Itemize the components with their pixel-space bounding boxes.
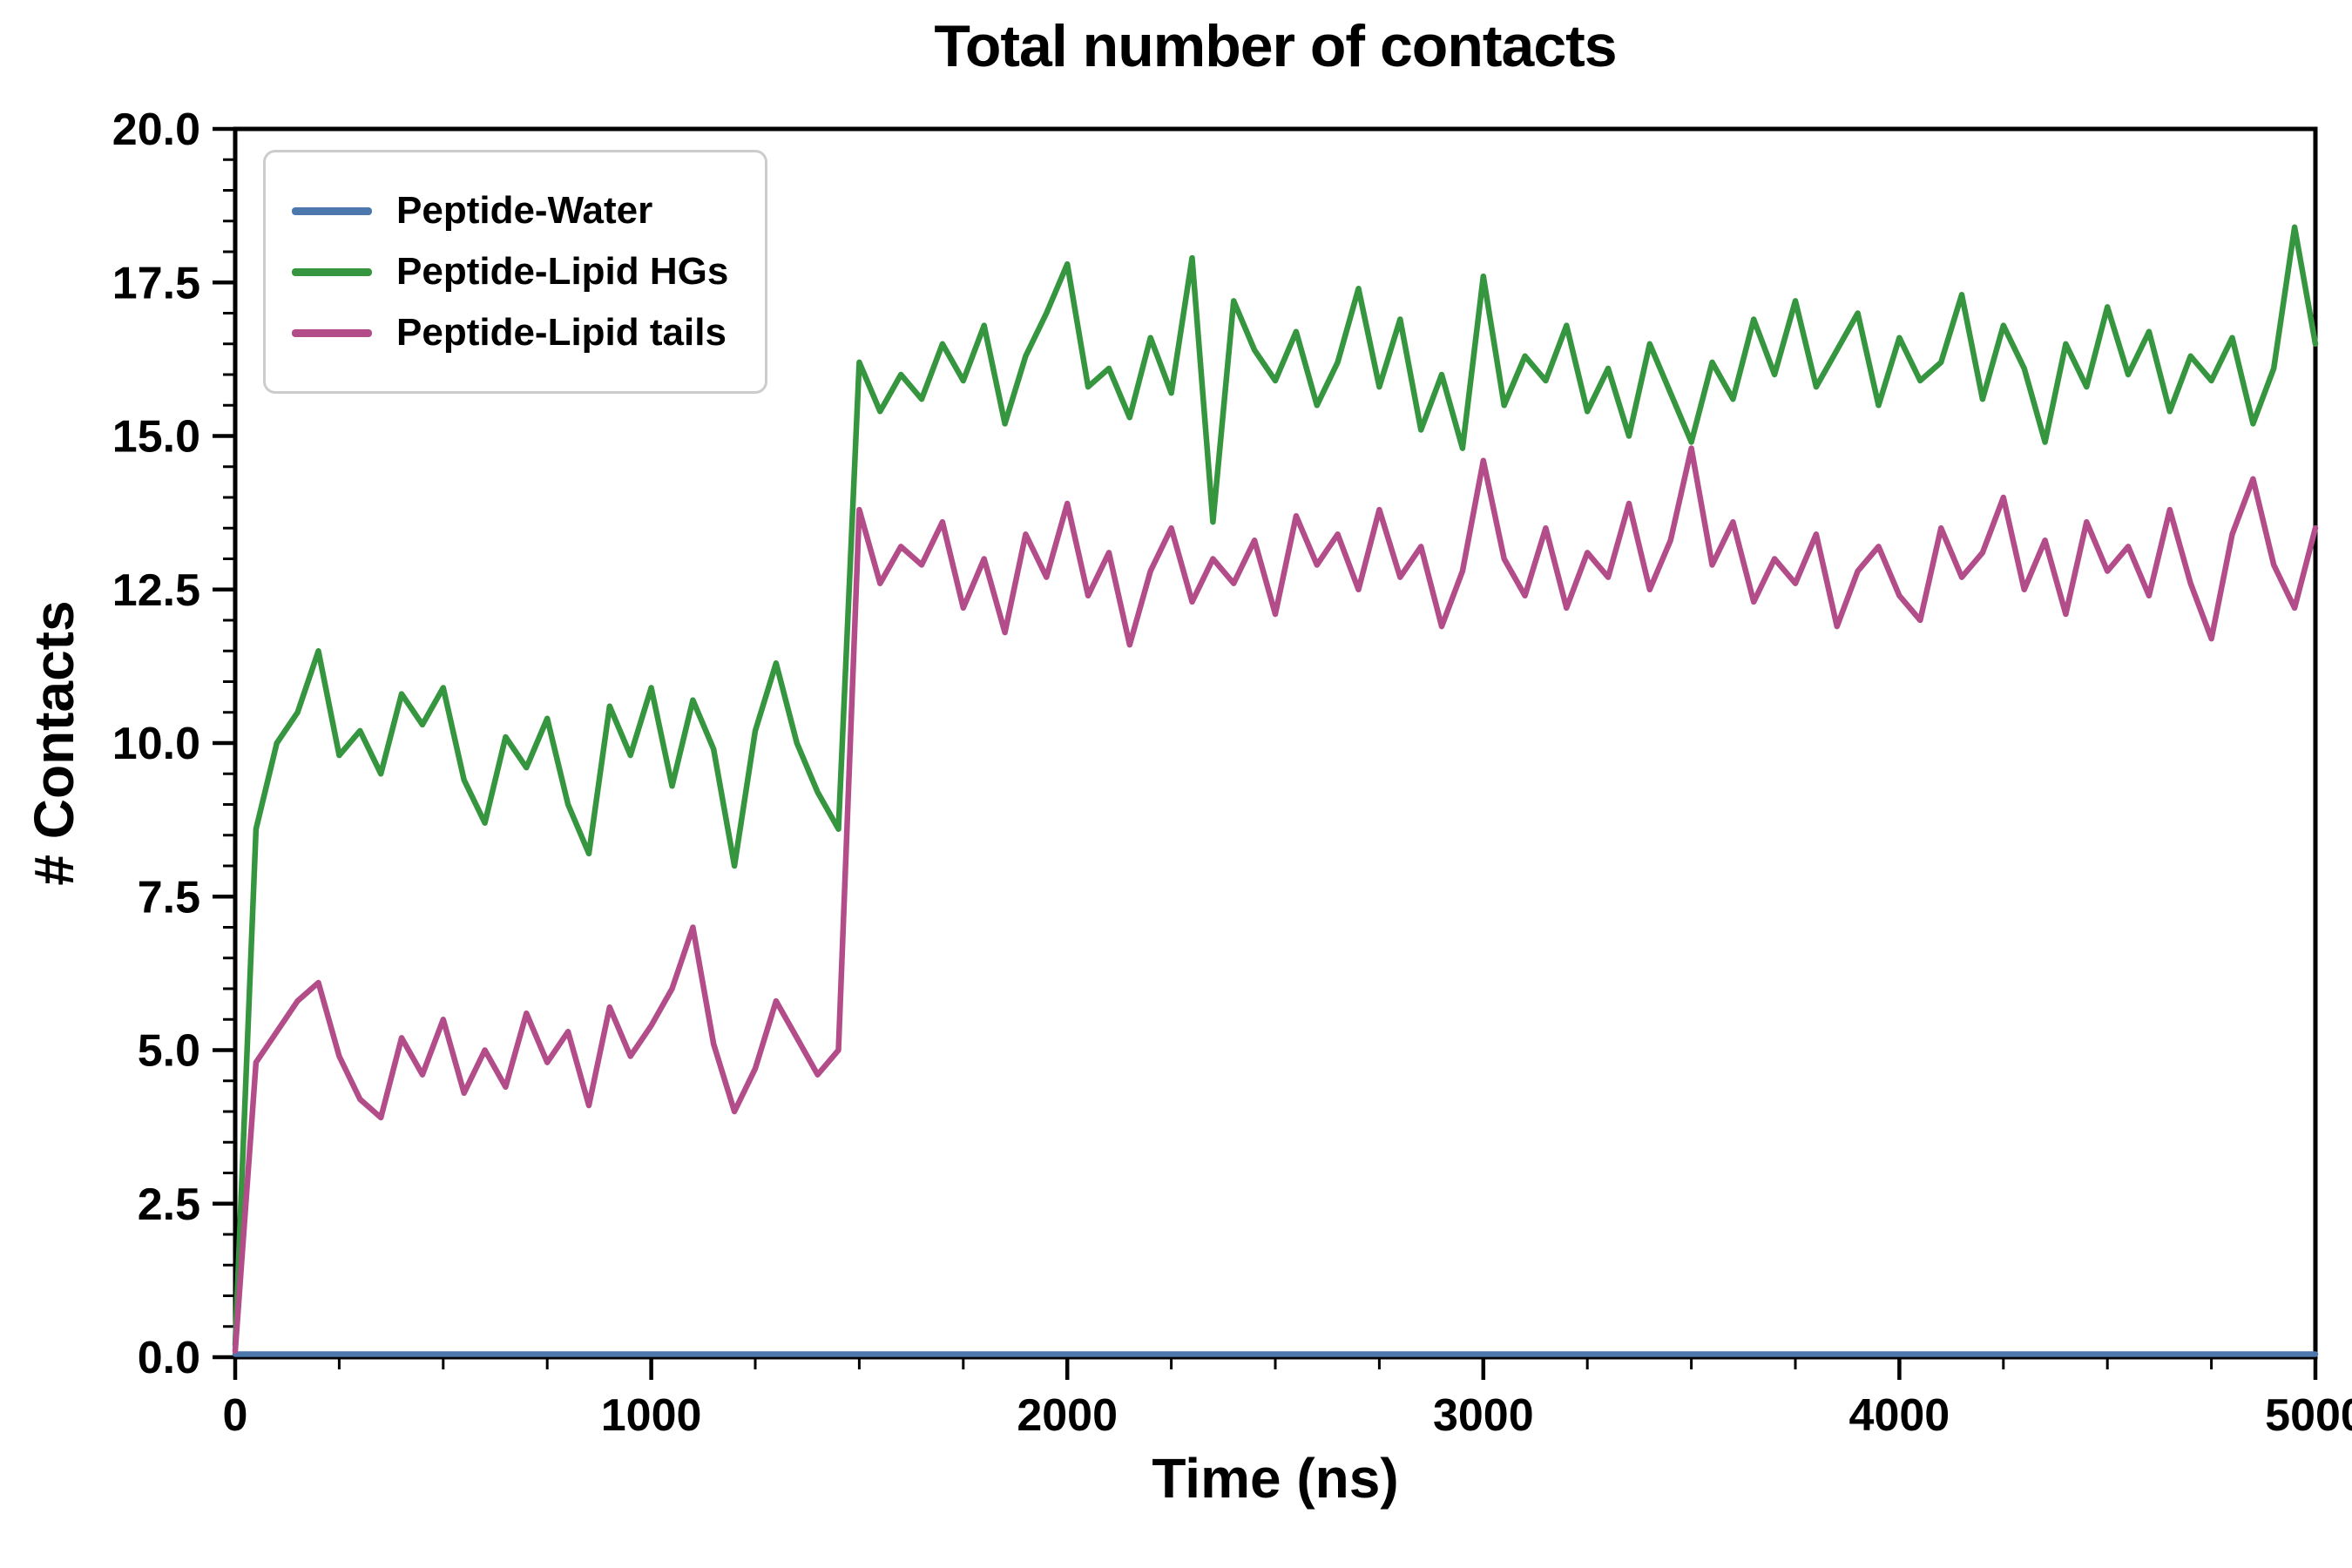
svg-text:2.5: 2.5 (138, 1179, 200, 1230)
svg-text:5.0: 5.0 (138, 1026, 200, 1077)
x-axis-label: Time (ns) (1152, 1447, 1399, 1510)
legend-label: Peptide-Lipid HGs (396, 250, 729, 293)
svg-text:7.5: 7.5 (138, 872, 200, 923)
legend-line-sample-icon (292, 328, 372, 337)
legend-item-peptide-lipid-tails: Peptide-Lipid tails (292, 311, 728, 355)
svg-text:20.0: 20.0 (112, 105, 200, 155)
svg-text:1000: 1000 (601, 1390, 702, 1441)
svg-text:17.5: 17.5 (112, 258, 200, 308)
svg-text:4000: 4000 (1849, 1390, 1950, 1441)
legend-line-sample-icon (292, 267, 372, 276)
y-axis-label: # Contacts (23, 600, 85, 886)
legend-item-peptide-water: Peptide-Water (292, 189, 728, 233)
svg-text:0: 0 (223, 1390, 248, 1441)
svg-text:12.5: 12.5 (112, 565, 200, 616)
svg-text:3000: 3000 (1433, 1390, 1534, 1441)
chart-title: Total number of contacts (934, 13, 1617, 79)
svg-text:10.0: 10.0 (112, 719, 200, 769)
svg-text:2000: 2000 (1017, 1390, 1118, 1441)
svg-text:15.0: 15.0 (112, 412, 200, 463)
legend-label: Peptide-Water (396, 189, 653, 232)
legend-line-sample-icon (292, 206, 372, 215)
legend: Peptide-Water Peptide-Lipid HGs Peptide-… (263, 150, 768, 394)
svg-text:0.0: 0.0 (138, 1333, 200, 1383)
legend-item-peptide-lipid-hgs: Peptide-Lipid HGs (292, 250, 728, 294)
legend-label: Peptide-Lipid tails (396, 311, 727, 354)
